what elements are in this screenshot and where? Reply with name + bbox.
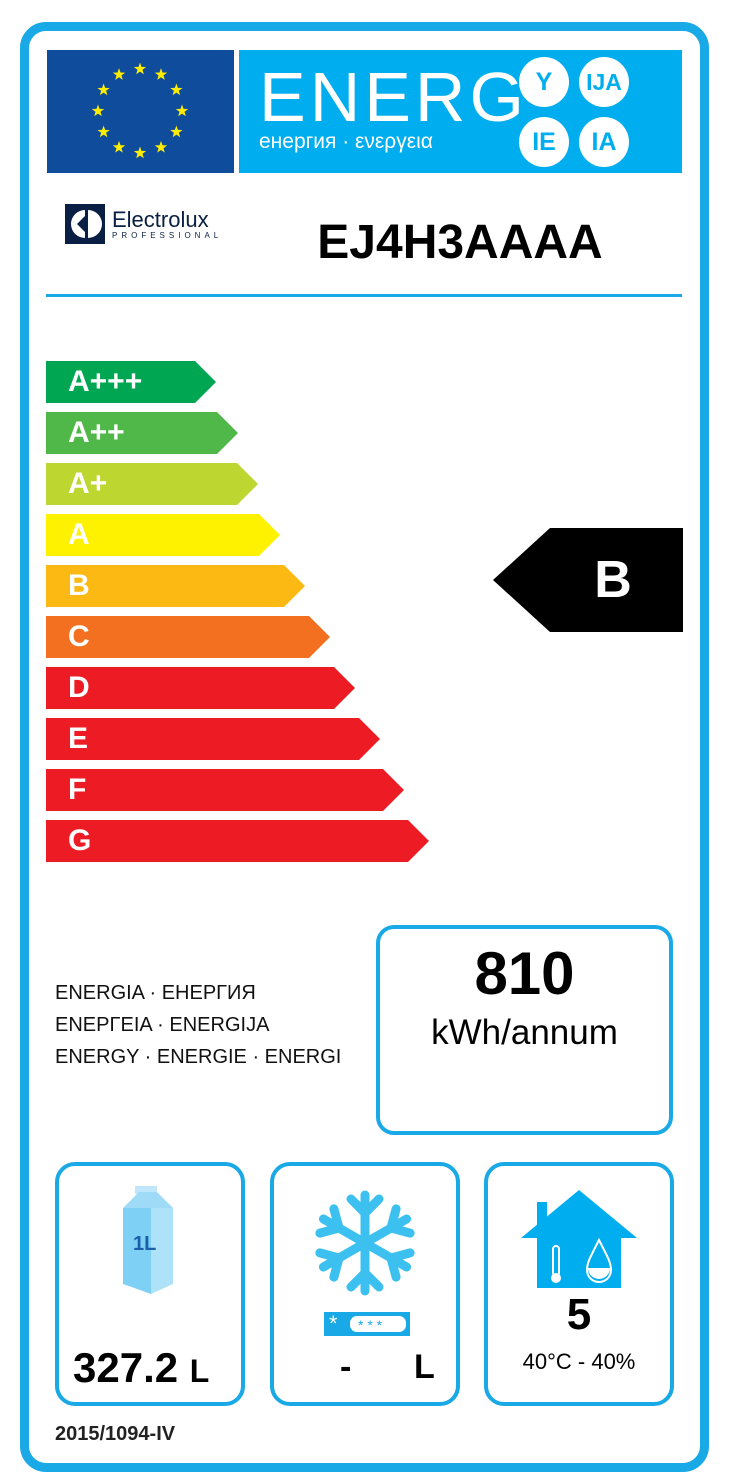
star-rating-icon: * * * *: [324, 1312, 410, 1336]
eu-star: [170, 125, 183, 138]
suffix-ija: IJA: [579, 57, 629, 107]
energy-word-line: ENERGY · ENERGIE · ENERGI: [55, 1046, 342, 1068]
svg-text:* * *: * * *: [358, 1317, 383, 1333]
energy-consumption-box: 810 kWh/annum: [376, 925, 673, 1135]
volume-value: 327.2 L: [73, 1344, 209, 1392]
climate-box: 5 40°C - 40%: [484, 1162, 674, 1406]
energy-class-g: G: [46, 820, 429, 862]
svg-text:*: *: [329, 1312, 338, 1336]
label-frame: [20, 22, 709, 1472]
energ-subtitle: енергия · ενεργεια: [259, 130, 433, 153]
energy-banner: ENERG енергия · ενεργεια Y IJA IE IA: [239, 50, 682, 173]
eu-star: [154, 68, 168, 80]
energy-class-e: E: [46, 718, 380, 760]
volume-number: 327.2: [73, 1344, 179, 1391]
energy-class-d: D: [46, 667, 355, 709]
eu-star: [97, 125, 110, 138]
eu-star: [112, 68, 126, 80]
eu-star: [112, 140, 126, 153]
energy-unit: kWh/annum: [431, 1013, 618, 1052]
house-climate-icon: [521, 1190, 637, 1288]
regulation-number: 2015/1094-IV: [55, 1423, 176, 1445]
climate-conditions: 40°C - 40%: [522, 1349, 636, 1374]
suffix-y: Y: [519, 57, 569, 107]
energ-title: ENERG: [259, 58, 528, 136]
energy-word-line: ΕΝΕΡΓΕΙΑ · ENERGIJA: [55, 1014, 270, 1036]
energy-class-aplusplus: A++: [46, 412, 238, 454]
energy-words: ENERGIA · ЕНЕРГИЯ ΕΝΕΡΓΕΙΑ · ENERGIJA EN…: [55, 977, 341, 1073]
eu-flag: [47, 50, 234, 173]
milk-carton-icon: 1L: [123, 1186, 173, 1294]
energy-class-a: A: [46, 514, 280, 556]
suffix-ie: IE: [519, 117, 569, 167]
eu-stars-icon: [91, 62, 189, 159]
eu-star: [133, 62, 147, 75]
energy-class-b: B: [46, 565, 305, 607]
divider: [46, 294, 682, 297]
brand-name: Electrolux: [112, 206, 209, 232]
eu-star: [133, 146, 147, 159]
model-number: EJ4H3AAAA: [317, 216, 603, 269]
electrolux-icon: [65, 204, 105, 244]
brand-logo: Electrolux PROFESSIONAL: [65, 204, 222, 244]
volume-box: 1L 327.2 L: [55, 1162, 245, 1406]
frozen-box: * * * * - L: [270, 1162, 460, 1406]
eu-star: [91, 104, 105, 117]
energy-class-aplus: A+: [46, 463, 258, 505]
brand-sub: PROFESSIONAL: [112, 230, 223, 240]
volume-unit: L: [189, 1353, 210, 1389]
frozen-value: -: [340, 1348, 352, 1386]
energy-class-f: F: [46, 769, 404, 811]
snowflake-icon: [315, 1190, 415, 1296]
frozen-unit: L: [414, 1348, 435, 1386]
climate-class: 5: [566, 1290, 592, 1339]
energy-class-aplusplusplus: A+++: [46, 361, 216, 403]
eu-star: [97, 83, 110, 96]
eu-star: [175, 104, 189, 117]
energy-value: 810: [474, 940, 575, 1007]
suffix-ia: IA: [579, 117, 629, 167]
eu-star: [154, 140, 168, 153]
energy-class-c: C: [46, 616, 330, 658]
carton-label: 1L: [133, 1233, 156, 1255]
energy-word-line: ENERGIA · ЕНЕРГИЯ: [55, 982, 256, 1004]
eu-star: [170, 83, 183, 96]
